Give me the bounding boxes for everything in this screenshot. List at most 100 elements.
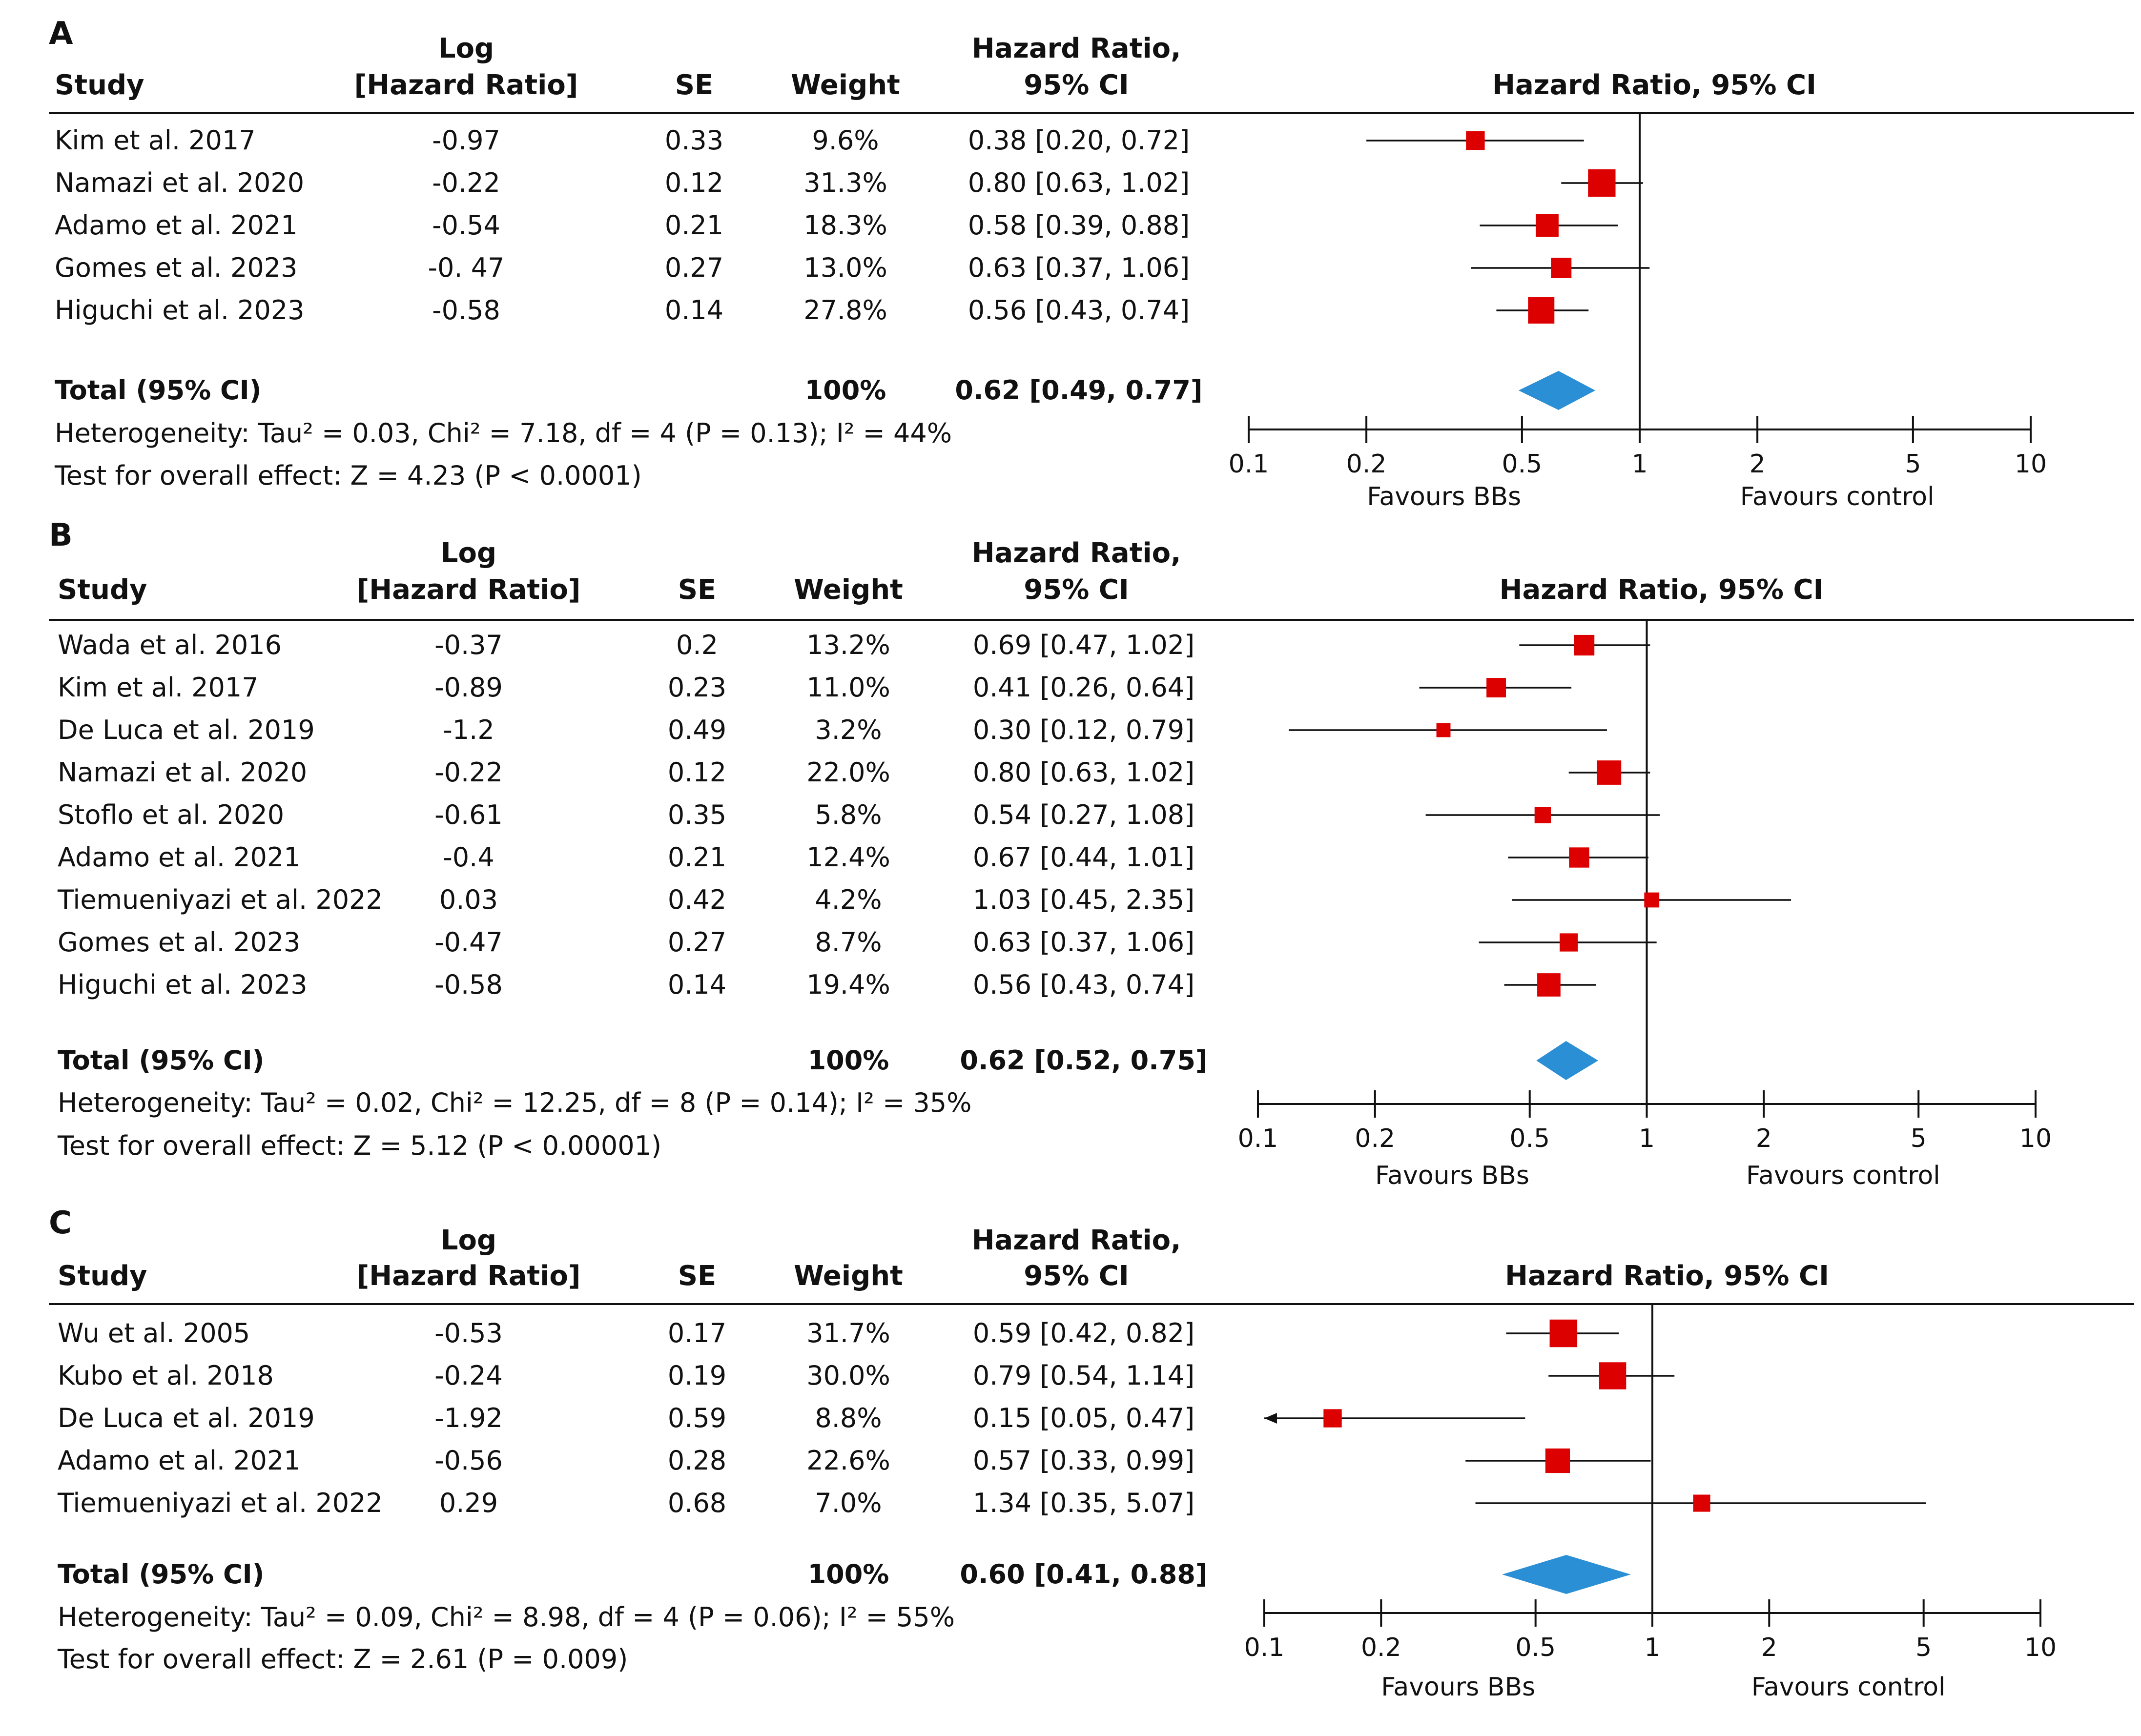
effect-marker bbox=[1551, 258, 1572, 278]
total-label: Total (95% CI) bbox=[58, 1045, 264, 1076]
study-hr-ci: 0.41 [0.26, 0.64] bbox=[973, 672, 1194, 703]
header-hr: Hazard Ratio, bbox=[972, 537, 1181, 569]
study-row: Wada et al. 2016 -0.37 0.2 13.2% 0.69 [0.47,… bbox=[58, 630, 1650, 660]
effect-marker bbox=[1644, 892, 1660, 908]
effect-marker bbox=[1569, 847, 1589, 868]
axis-tick-label: 0.5 bbox=[1502, 449, 1543, 479]
study-hr-ci: 0.38 [0.20, 0.72] bbox=[968, 125, 1190, 156]
header-95ci: 95% CI bbox=[1024, 69, 1129, 101]
study-loghr: -0.58 bbox=[434, 969, 503, 1000]
study-weight: 11.0% bbox=[806, 672, 890, 703]
study-name: Kim et al. 2017 bbox=[55, 125, 256, 156]
favours-right-label: Favours control bbox=[1740, 482, 1935, 511]
study-name: Tiemueniyazi et al. 2022 bbox=[57, 884, 383, 915]
axis-tick-label: 0.2 bbox=[1361, 1633, 1401, 1662]
header-study: Study bbox=[58, 574, 147, 606]
study-weight: 22.6% bbox=[806, 1445, 890, 1476]
effect-marker bbox=[1436, 723, 1451, 737]
study-loghr: -0.37 bbox=[434, 630, 503, 660]
header-weight: Weight bbox=[794, 574, 903, 606]
favours-left-label: Favours BBs bbox=[1375, 1161, 1529, 1190]
study-weight: 31.3% bbox=[803, 167, 887, 198]
study-loghr: -0.54 bbox=[432, 210, 500, 241]
study-row: Higuchi et al. 2023 -0.58 0.14 27.8% 0.56 [0… bbox=[55, 295, 1589, 326]
study-loghr: -0.61 bbox=[434, 799, 503, 830]
study-hr-ci: 0.30 [0.12, 0.79] bbox=[973, 715, 1194, 745]
study-row: Stoflo et al. 2020 -0.61 0.35 5.8% 0.54 [0.2… bbox=[58, 799, 1660, 830]
overall-effect-text: Test for overall effect: Z = 2.61 (P = 0… bbox=[57, 1644, 628, 1675]
effect-marker bbox=[1536, 214, 1559, 237]
overall-effect-text: Test for overall effect: Z = 5.12 (P < 0… bbox=[57, 1130, 661, 1161]
study-hr-ci: 0.15 [0.05, 0.47] bbox=[973, 1403, 1194, 1433]
axis-tick-label: 0.5 bbox=[1509, 1124, 1550, 1153]
study-weight: 18.3% bbox=[803, 210, 887, 241]
header-se: SE bbox=[678, 1260, 717, 1292]
study-name: Wu et al. 2005 bbox=[58, 1318, 250, 1348]
header-study: Study bbox=[58, 1260, 147, 1292]
study-weight: 8.8% bbox=[815, 1403, 882, 1433]
x-axis: 0.1 0.2 0.5 1 2 5 10 Favours BBs Favours control bbox=[1238, 1090, 2052, 1190]
effect-marker bbox=[1545, 1448, 1570, 1473]
study-weight: 12.4% bbox=[806, 842, 890, 873]
study-row: Gomes et al. 2023 -0.47 0.27 8.7% 0.63 [0.37… bbox=[58, 927, 1657, 958]
axis-tick-label: 2 bbox=[1756, 1124, 1772, 1153]
study-se: 0.23 bbox=[668, 672, 726, 703]
study-row: Higuchi et al. 2023 -0.58 0.14 19.4% 0.56 [0… bbox=[58, 969, 1596, 1000]
effect-marker bbox=[1549, 1319, 1578, 1348]
study-weight: 3.2% bbox=[815, 715, 882, 745]
study-loghr: -0.4 bbox=[443, 842, 494, 873]
axis-tick-label: 5 bbox=[1905, 449, 1921, 479]
study-se: 0.49 bbox=[668, 715, 726, 745]
study-weight: 5.8% bbox=[815, 799, 882, 830]
study-weight: 22.0% bbox=[806, 757, 890, 788]
study-name: Kim et al. 2017 bbox=[58, 672, 259, 703]
study-row: Kubo et al. 2018 -0.24 0.19 30.0% 0.79 [0.54… bbox=[58, 1360, 1675, 1391]
study-name: Kubo et al. 2018 bbox=[58, 1360, 274, 1391]
study-loghr: -0.97 bbox=[432, 125, 500, 156]
study-se: 0.28 bbox=[668, 1445, 726, 1476]
effect-marker bbox=[1588, 169, 1616, 197]
axis-tick-label: 0.2 bbox=[1355, 1124, 1395, 1153]
study-name: De Luca et al. 2019 bbox=[58, 1403, 315, 1433]
study-name: Adamo et al. 2021 bbox=[55, 210, 298, 241]
axis-tick-label: 1 bbox=[1644, 1633, 1660, 1662]
study-hr-ci: 0.67 [0.44, 1.01] bbox=[973, 842, 1194, 873]
header-log: Log bbox=[441, 537, 496, 569]
study-row: Gomes et al. 2023 -0. 47 0.27 13.0% 0.63 [0.… bbox=[55, 252, 1650, 283]
study-loghr: -0. 47 bbox=[428, 252, 505, 283]
study-row: Tiemueniyazi et al. 2022 0.03 0.42 4.2% 1.03… bbox=[57, 884, 1791, 915]
study-se: 0.14 bbox=[665, 295, 723, 326]
study-se: 0.27 bbox=[668, 927, 726, 958]
study-weight: 7.0% bbox=[815, 1488, 882, 1518]
header-hr: Hazard Ratio, bbox=[972, 33, 1181, 64]
effect-marker bbox=[1597, 760, 1622, 785]
effect-marker bbox=[1466, 131, 1485, 150]
effect-marker bbox=[1574, 634, 1595, 656]
effect-marker bbox=[1537, 973, 1561, 997]
study-name: Gomes et al. 2023 bbox=[58, 927, 300, 958]
study-hr-ci: 0.79 [0.54, 1.14] bbox=[973, 1360, 1194, 1391]
axis-tick-label: 2 bbox=[1761, 1633, 1777, 1662]
study-loghr: -0.56 bbox=[434, 1445, 503, 1476]
favours-left-label: Favours BBs bbox=[1367, 482, 1521, 511]
study-hr-ci: 0.56 [0.43, 0.74] bbox=[968, 295, 1190, 326]
study-hr-ci: 0.63 [0.37, 1.06] bbox=[973, 927, 1194, 958]
study-loghr: -1.2 bbox=[443, 715, 494, 745]
header-log: Log bbox=[441, 1225, 496, 1256]
favours-right-label: Favours control bbox=[1751, 1673, 1946, 1702]
forest-panel-b: B Log Hazard Ratio, Study [Hazard Ratio] SE We… bbox=[49, 517, 2134, 1190]
study-row: Kim et al. 2017 -0.89 0.23 11.0% 0.41 [0.26,… bbox=[58, 672, 1572, 703]
study-row: Namazi et al. 2020 -0.22 0.12 22.0% 0.80 [0.… bbox=[58, 757, 1650, 788]
heterogeneity-text: Heterogeneity: Tau² = 0.09, Chi² = 8.98,… bbox=[58, 1602, 955, 1633]
effect-marker bbox=[1560, 933, 1578, 952]
study-name: Higuchi et al. 2023 bbox=[55, 295, 305, 326]
header-log: Log bbox=[438, 33, 494, 64]
axis-tick-label: 0.2 bbox=[1346, 449, 1387, 479]
study-name: Tiemueniyazi et al. 2022 bbox=[57, 1488, 383, 1518]
study-loghr: 0.03 bbox=[439, 884, 498, 915]
study-name: Namazi et al. 2020 bbox=[55, 167, 304, 198]
study-row: Kim et al. 2017 -0.97 0.33 9.6% 0.38 [0.20, … bbox=[55, 125, 1584, 156]
effect-marker bbox=[1323, 1409, 1342, 1428]
favours-right-label: Favours control bbox=[1746, 1161, 1940, 1190]
study-weight: 19.4% bbox=[806, 969, 890, 1000]
